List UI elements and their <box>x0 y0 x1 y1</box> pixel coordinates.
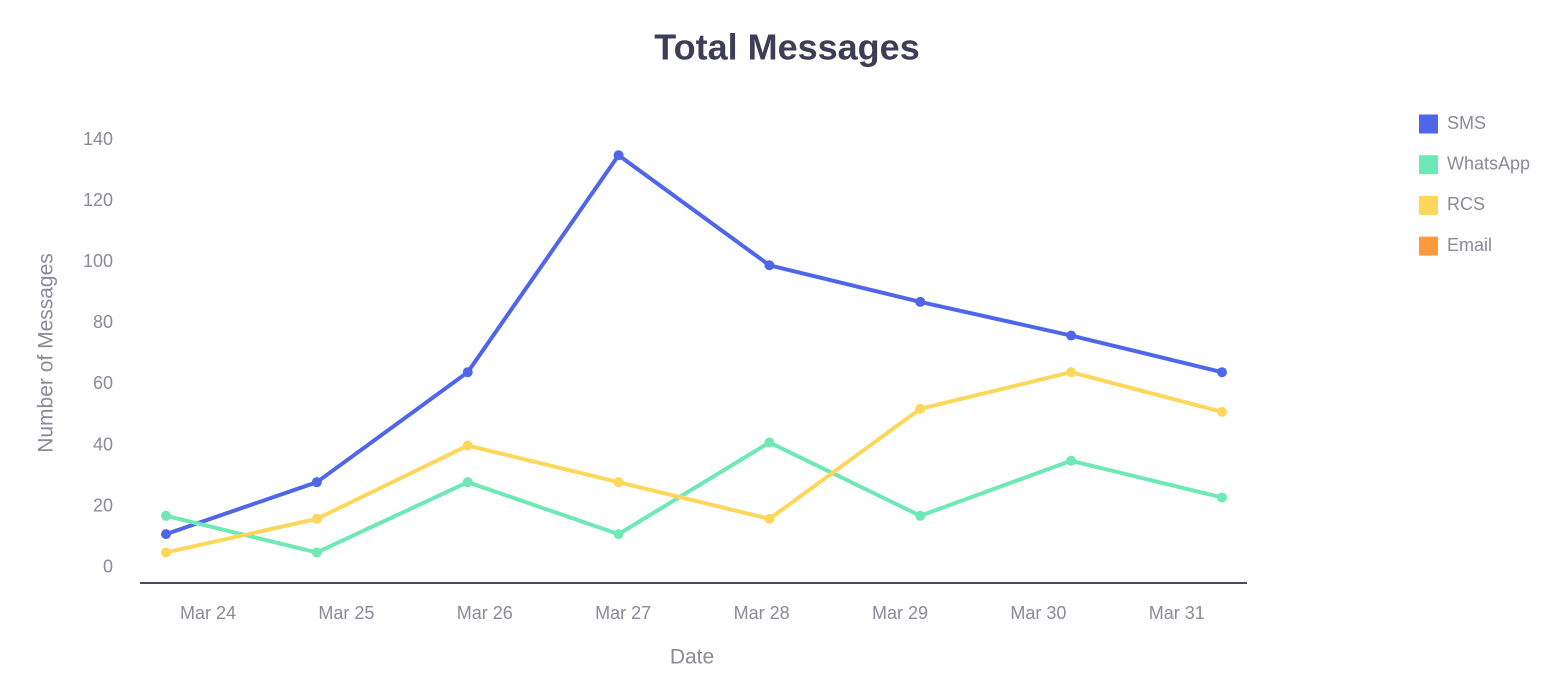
legend-label: Email <box>1447 235 1492 255</box>
y-tick-label: 140 <box>83 129 113 149</box>
data-point <box>161 510 171 521</box>
legend-swatch <box>1419 236 1438 256</box>
data-point <box>1217 492 1227 503</box>
data-point <box>764 260 775 271</box>
data-point <box>462 477 473 488</box>
x-tick-label: Mar 24 <box>180 603 236 623</box>
data-point <box>915 403 926 414</box>
data-point <box>161 529 171 540</box>
chart-title: Total Messages <box>654 27 919 68</box>
data-point <box>1066 367 1077 378</box>
legend-label: SMS <box>1447 113 1486 133</box>
y-tick-label: 80 <box>93 312 113 332</box>
y-tick-label: 40 <box>93 434 113 454</box>
x-tick-label: Mar 26 <box>457 603 513 623</box>
x-tick-label: Mar 27 <box>595 603 651 623</box>
x-tick-label: Mar 28 <box>734 603 790 623</box>
data-point <box>1066 330 1077 341</box>
data-point <box>613 150 624 161</box>
data-point <box>311 513 322 524</box>
data-point <box>915 296 926 307</box>
x-axis-label: Date <box>670 646 714 669</box>
data-point <box>1217 406 1227 417</box>
data-point <box>915 510 926 521</box>
data-point <box>764 513 775 524</box>
data-point <box>311 547 322 558</box>
data-point <box>161 547 171 558</box>
legend-swatch <box>1419 155 1438 175</box>
data-point <box>462 440 473 451</box>
x-tick-label: Mar 30 <box>1010 603 1066 623</box>
series-line <box>165 153 1223 537</box>
x-tick-label: Mar 29 <box>872 603 928 623</box>
series-line <box>165 370 1223 555</box>
data-point <box>764 437 775 448</box>
legend-label: RCS <box>1447 194 1485 214</box>
y-tick-label: 120 <box>83 190 113 210</box>
x-tick-label: Mar 31 <box>1149 603 1205 623</box>
data-point <box>613 529 624 540</box>
data-point <box>613 477 624 488</box>
data-point <box>1217 367 1227 378</box>
y-tick-label: 60 <box>93 373 113 393</box>
series-line <box>165 440 1223 555</box>
y-tick-label: 0 <box>103 556 113 576</box>
legend-swatch <box>1419 195 1438 215</box>
x-tick-label: Mar 25 <box>318 603 374 623</box>
y-tick-label: 20 <box>93 495 113 515</box>
y-axis-label: Number of Messages <box>35 253 58 453</box>
legend-swatch <box>1419 114 1438 134</box>
legend-label: WhatsApp <box>1447 153 1530 173</box>
y-tick-label: 100 <box>83 251 113 271</box>
data-point <box>462 367 473 378</box>
data-point <box>1066 455 1077 466</box>
data-point <box>311 477 322 488</box>
